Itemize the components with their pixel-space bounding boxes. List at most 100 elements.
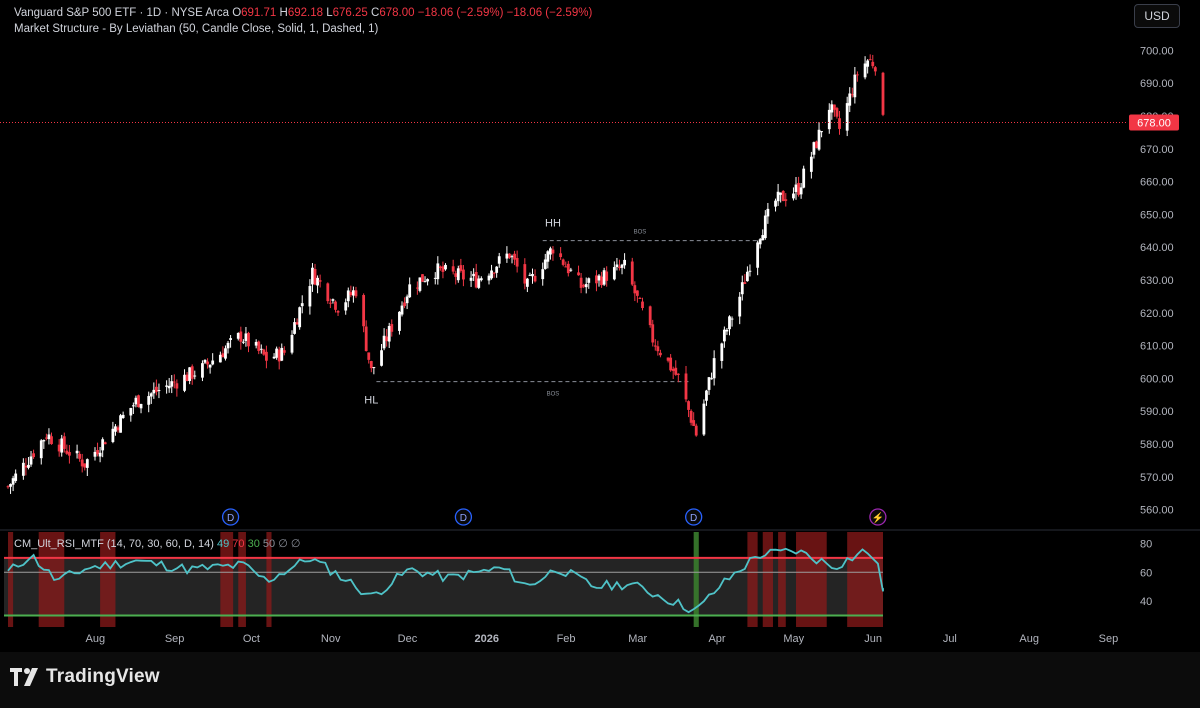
last-price-label: 678.00 bbox=[1137, 118, 1171, 130]
candle-body bbox=[121, 414, 125, 419]
candle-body bbox=[224, 348, 227, 359]
currency-button[interactable]: USD bbox=[1134, 4, 1180, 28]
candle-body bbox=[152, 389, 156, 394]
candle-body bbox=[794, 184, 798, 192]
time-tick-label: Mar bbox=[628, 633, 647, 645]
candle-body bbox=[863, 63, 867, 78]
candle-body bbox=[185, 374, 189, 382]
rsi-overbought-zone bbox=[100, 532, 116, 627]
tradingview-wordmark: TradingView bbox=[46, 666, 160, 687]
candle-body bbox=[60, 438, 64, 453]
candle-body bbox=[11, 478, 15, 485]
time-tick-label: Aug bbox=[86, 633, 106, 645]
candle-body bbox=[766, 208, 770, 217]
rsi-overbought-zone bbox=[238, 532, 246, 627]
candle-body bbox=[659, 352, 662, 356]
time-tick-label: Nov bbox=[321, 633, 341, 645]
candle-body bbox=[78, 453, 82, 459]
indicator-legend[interactable]: Market Structure - By Leviathan (50, Can… bbox=[14, 23, 379, 35]
candle-body bbox=[630, 261, 634, 285]
candle-body bbox=[344, 302, 348, 311]
candle-body bbox=[421, 274, 424, 282]
candle-body bbox=[426, 279, 429, 282]
candle-body bbox=[781, 190, 785, 202]
candle-body bbox=[597, 275, 601, 281]
rsi-lower-value: 30 bbox=[247, 538, 260, 550]
price-tick-label: 560.00 bbox=[1140, 505, 1174, 517]
candle-body bbox=[459, 265, 463, 271]
candle-body bbox=[710, 378, 713, 380]
candle-body bbox=[827, 109, 831, 130]
candle-body bbox=[712, 358, 716, 379]
candle-body bbox=[638, 297, 642, 299]
rsi-overbought-zone bbox=[796, 532, 827, 627]
candle-body bbox=[175, 383, 179, 389]
candle-body bbox=[569, 269, 573, 271]
candle-body bbox=[318, 280, 322, 282]
candle-body bbox=[29, 456, 33, 465]
price-tick-label: 660.00 bbox=[1140, 177, 1174, 189]
rsi-overbought-zone bbox=[762, 532, 773, 627]
candle-body bbox=[743, 282, 747, 284]
tradingview-logo[interactable]: TradingView bbox=[10, 666, 160, 688]
candle-body bbox=[687, 401, 690, 410]
candle-body bbox=[779, 192, 783, 195]
rsi-tick-label: 60 bbox=[1140, 567, 1152, 579]
candle-body bbox=[694, 425, 698, 436]
candle-body bbox=[579, 277, 583, 288]
candle-body bbox=[441, 266, 445, 272]
candle-body bbox=[492, 272, 496, 274]
candle-body bbox=[702, 403, 706, 435]
candle-body bbox=[119, 415, 122, 433]
candles-layer bbox=[6, 54, 885, 494]
candle-body bbox=[316, 277, 319, 286]
candle-body bbox=[326, 283, 330, 302]
candle-body bbox=[582, 285, 586, 287]
candle-body bbox=[868, 59, 872, 61]
candle-body bbox=[229, 338, 232, 340]
candle-body bbox=[495, 266, 499, 273]
candle-body bbox=[508, 253, 511, 258]
candle-body bbox=[809, 156, 813, 172]
symbol-name[interactable]: Vanguard S&P 500 ETF · 1D · NYSE Arca bbox=[14, 7, 229, 19]
candle-body bbox=[331, 299, 335, 301]
candle-body bbox=[362, 295, 366, 327]
axes-layer: 560.00 570.00 580.00 590.00 600.00 610.00 620.… bbox=[0, 45, 1200, 645]
rsi-mid-value: 50 bbox=[262, 538, 276, 550]
candle-body bbox=[676, 373, 680, 375]
candle-body bbox=[838, 118, 841, 129]
candle-body bbox=[116, 427, 120, 431]
candle-body bbox=[83, 463, 87, 468]
time-tick-label: Aug bbox=[1019, 633, 1039, 645]
rsi-name: CM_Ult_RSI_MTF (14, 70, 30, 60, D, 14) bbox=[14, 538, 214, 550]
candle-body bbox=[541, 269, 545, 280]
candle-body bbox=[257, 341, 261, 351]
rsi-legend[interactable]: CM_Ult_RSI_MTF (14, 70, 30, 60, D, 14) 4… bbox=[14, 537, 300, 550]
candle-body bbox=[656, 346, 660, 352]
candle-body bbox=[334, 301, 337, 310]
candle-body bbox=[850, 94, 854, 96]
candle-body bbox=[533, 275, 537, 282]
candle-body bbox=[6, 486, 10, 488]
candle-body bbox=[65, 450, 69, 454]
candle-body bbox=[546, 251, 550, 262]
candle-body bbox=[295, 322, 299, 325]
candle-body bbox=[298, 307, 302, 328]
candle-body bbox=[208, 364, 212, 368]
rsi-value: 49 bbox=[216, 538, 230, 550]
time-tick-label: Jun bbox=[864, 633, 882, 645]
price-tick-label: 630.00 bbox=[1140, 275, 1174, 287]
time-tick-label: Apr bbox=[708, 633, 725, 645]
candle-body bbox=[756, 242, 760, 268]
candle-body bbox=[313, 268, 317, 285]
rsi-band-fill bbox=[4, 557, 883, 616]
candle-body bbox=[620, 264, 624, 268]
candle-body bbox=[247, 332, 250, 347]
dividend-event-icon bbox=[221, 508, 240, 526]
candle-body bbox=[380, 350, 383, 366]
candle-body bbox=[561, 259, 565, 265]
candle-body bbox=[239, 331, 243, 342]
candle-body bbox=[763, 215, 767, 239]
symbol-header: Vanguard S&P 500 ETF · 1D · NYSE Arca O6… bbox=[14, 7, 592, 19]
